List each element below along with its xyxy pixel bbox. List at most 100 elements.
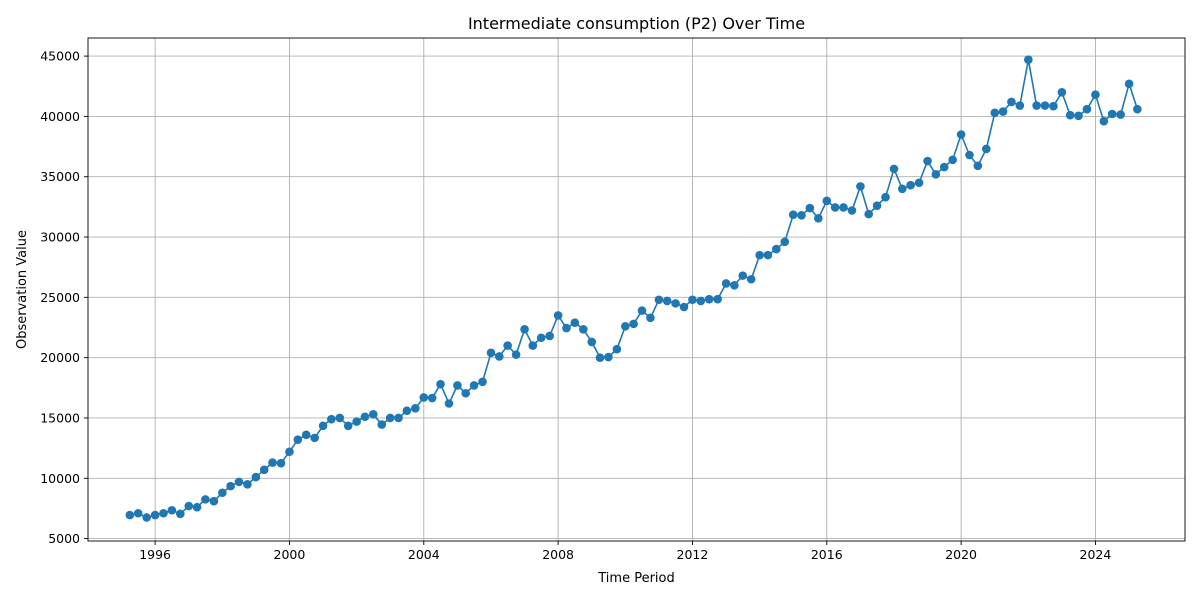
data-point (696, 296, 706, 306)
data-point (226, 481, 235, 491)
data-point (360, 412, 370, 422)
y-tick-label: 20000 (40, 350, 80, 365)
data-point (259, 465, 269, 475)
data-point (176, 509, 185, 519)
data-point (637, 306, 647, 315)
y-tick-label: 10000 (40, 471, 80, 486)
data-point (990, 108, 1000, 118)
data-point (469, 381, 479, 390)
data-point (780, 237, 790, 247)
data-point (973, 161, 983, 171)
x-tick-label: 2004 (408, 547, 440, 562)
data-point (570, 318, 580, 327)
data-point (436, 379, 445, 389)
data-point (318, 421, 328, 431)
data-point (906, 180, 915, 190)
y-tick-label: 40000 (40, 109, 80, 124)
data-point (1049, 101, 1058, 111)
data-point (369, 410, 378, 419)
data-point (595, 353, 605, 362)
data-point (629, 319, 638, 329)
data-point (587, 337, 597, 347)
data-point (536, 333, 546, 343)
data-point (1015, 101, 1025, 110)
data-point (394, 413, 403, 423)
data-point (234, 477, 244, 487)
data-point (243, 480, 252, 489)
data-series (125, 55, 1142, 522)
data-point (772, 244, 781, 254)
data-point (1074, 111, 1083, 121)
data-point (150, 510, 160, 520)
data-point (805, 203, 815, 213)
data-point (889, 164, 899, 174)
data-point (276, 458, 286, 468)
data-point (998, 107, 1008, 116)
data-point (159, 508, 168, 518)
data-point (184, 501, 194, 511)
data-point (982, 144, 991, 154)
data-point (671, 299, 680, 308)
data-point (310, 433, 319, 443)
data-point (746, 274, 756, 284)
data-point (654, 295, 664, 305)
plot-frame (87, 37, 1186, 542)
data-point (343, 421, 353, 431)
x-tick-label: 1996 (139, 547, 171, 562)
data-point (965, 150, 974, 160)
y-tick-label: 35000 (40, 169, 80, 184)
data-point (1065, 110, 1075, 120)
data-point (839, 203, 848, 212)
data-point (1133, 104, 1142, 114)
data-point (461, 388, 471, 398)
data-point (327, 414, 336, 424)
data-point (385, 413, 395, 423)
data-point (662, 296, 672, 306)
data-point (335, 413, 345, 423)
data-point (494, 352, 504, 361)
data-point (167, 505, 177, 515)
data-point (830, 203, 840, 212)
data-point (528, 341, 538, 350)
data-point (444, 399, 454, 408)
x-tick-label: 2016 (811, 547, 843, 562)
data-point (646, 313, 655, 323)
data-point (730, 280, 739, 290)
data-point (1107, 109, 1117, 119)
data-point (881, 192, 890, 202)
data-point (301, 430, 311, 440)
data-point (133, 508, 143, 518)
data-point (545, 331, 554, 341)
data-point (209, 496, 219, 506)
data-point (872, 201, 882, 210)
data-point (453, 381, 462, 390)
data-point (562, 323, 571, 333)
data-point (377, 420, 387, 429)
data-point (856, 182, 865, 191)
data-point (864, 209, 874, 219)
data-point (897, 184, 907, 194)
data-point (1007, 97, 1016, 107)
data-point (931, 170, 941, 179)
x-axis: 1996 2000 2004 2008 2012 2016 2020 2024 (139, 541, 1111, 562)
y-tick-label: 15000 (40, 410, 80, 425)
data-point (1124, 79, 1134, 89)
data-point (713, 294, 722, 304)
data-point (612, 344, 622, 354)
y-tick-label: 30000 (40, 230, 80, 245)
data-point (125, 510, 135, 520)
data-point (427, 393, 437, 403)
data-point (1091, 90, 1100, 99)
data-point (201, 495, 210, 504)
y-tick-label: 25000 (40, 290, 80, 305)
grid-lines (88, 38, 1185, 541)
data-point (914, 178, 924, 188)
data-point (1040, 101, 1050, 110)
data-point (721, 279, 731, 288)
data-point (604, 352, 613, 362)
data-point (1057, 87, 1067, 97)
data-point (688, 295, 697, 305)
x-tick-label: 2024 (1080, 547, 1112, 562)
